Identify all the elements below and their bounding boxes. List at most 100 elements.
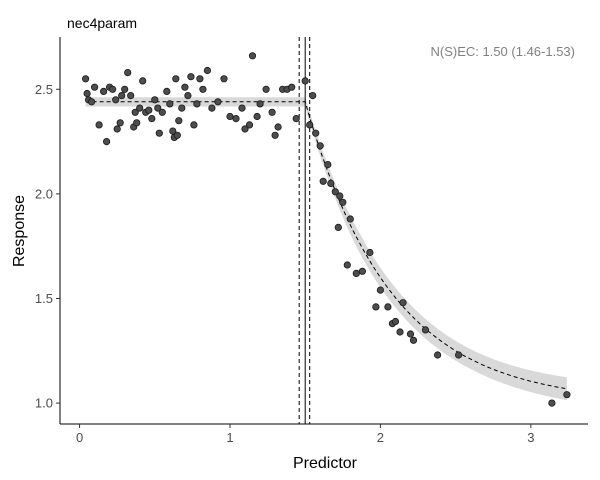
data-point [133, 119, 141, 127]
data-point [88, 98, 96, 106]
x-tick-label: 1 [226, 430, 233, 445]
data-point [100, 87, 108, 96]
data-point [433, 351, 442, 359]
data-point [103, 138, 111, 146]
data-point [127, 92, 135, 100]
data-point [454, 351, 463, 359]
confidence-band-area [85, 97, 567, 401]
data-point [399, 299, 407, 307]
data-point [226, 112, 234, 121]
data-point [203, 66, 211, 75]
data-point [245, 121, 254, 129]
data-point [178, 104, 186, 112]
data-point [163, 87, 171, 96]
data-point [563, 391, 571, 399]
data-point [288, 83, 296, 91]
data-point [187, 73, 195, 81]
data-point [339, 198, 347, 206]
y-tick-label: 1.5 [35, 291, 53, 306]
data-point [82, 75, 90, 83]
y-tick-label: 1.0 [35, 396, 53, 411]
nec-lines [298, 37, 311, 424]
data-point [116, 119, 124, 127]
fitted-curve [85, 101, 567, 390]
data-point [253, 112, 261, 121]
x-tick-label: 2 [377, 430, 384, 445]
chart-title: nec4param [67, 15, 137, 31]
data-point [112, 96, 120, 104]
y-tick-label: 2.0 [35, 186, 53, 201]
data-point [391, 317, 400, 326]
data-point [343, 261, 351, 269]
data-point [95, 121, 103, 129]
data-point [190, 121, 198, 129]
data-point [83, 89, 91, 98]
data-point [384, 303, 392, 311]
data-point [271, 131, 279, 139]
data-point [358, 267, 366, 275]
data-point [241, 125, 249, 133]
data-point [262, 85, 270, 93]
data-point [327, 179, 335, 187]
nec-annotation: N(S)EC: 1.50 (1.46-1.53) [430, 44, 575, 59]
data-point [324, 161, 332, 169]
data-point [109, 85, 117, 93]
data-point [346, 215, 354, 223]
x-tick-label: 3 [527, 430, 534, 445]
data-point [256, 100, 264, 108]
x-axis-ticks: 0 1 2 3 [76, 424, 534, 445]
data-point [155, 129, 163, 137]
data-point [91, 83, 99, 91]
data-point [181, 83, 189, 91]
y-tick-label: 2.5 [35, 82, 53, 97]
data-point [148, 115, 156, 123]
data-point [139, 77, 147, 85]
data-point [331, 188, 339, 196]
data-point [131, 108, 139, 116]
data-point [166, 100, 174, 108]
data-point [124, 69, 132, 77]
data-point [312, 129, 320, 137]
data-point [396, 328, 404, 336]
data-point [248, 52, 257, 60]
data-point [306, 121, 314, 129]
data-point [172, 75, 180, 83]
axes [59, 37, 588, 425]
fitted-curve-line [85, 101, 567, 390]
data-point [366, 248, 374, 257]
data-point [173, 131, 181, 139]
data-point [193, 100, 201, 108]
data-point [301, 77, 309, 85]
data-point [232, 115, 240, 123]
x-tick-label: 0 [76, 430, 83, 445]
x-axis-title: Predictor [293, 455, 358, 472]
data-point [409, 336, 418, 344]
data-point [196, 75, 204, 83]
data-points [82, 52, 571, 407]
data-point [184, 92, 192, 100]
data-point [113, 125, 121, 133]
data-point [319, 177, 327, 185]
data-point [220, 75, 228, 83]
data-point [151, 96, 159, 104]
data-point [118, 92, 126, 100]
data-point [214, 98, 222, 106]
data-point [406, 330, 415, 338]
data-point [336, 192, 344, 200]
data-point [208, 104, 216, 112]
data-point [352, 269, 360, 277]
confidence-band [85, 97, 567, 401]
data-point [548, 399, 556, 407]
data-point [274, 123, 282, 131]
data-point [309, 92, 317, 100]
data-point [421, 326, 430, 334]
data-point [136, 104, 144, 112]
data-point [372, 303, 380, 311]
data-point [316, 142, 324, 150]
data-point [158, 108, 166, 116]
data-point [292, 115, 300, 123]
data-point [376, 286, 384, 294]
data-point [175, 117, 183, 125]
